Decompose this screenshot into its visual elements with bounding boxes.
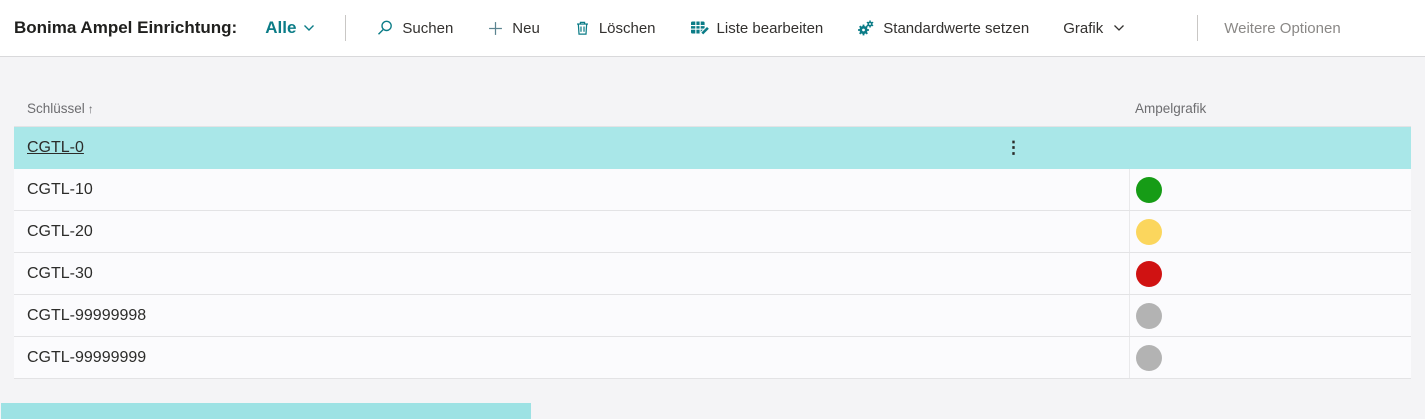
list-area: Schlüssel ↑ Ampelgrafik CGTL-0 ⋮ CGTL-10 … xyxy=(0,57,1425,419)
key-cell[interactable]: CGTL-20 xyxy=(27,222,93,240)
key-cell[interactable]: CGTL-10 xyxy=(27,180,93,198)
ampel-cell xyxy=(1129,253,1411,294)
key-cell-link[interactable]: CGTL-0 xyxy=(27,138,84,156)
table-row[interactable]: CGTL-10 xyxy=(14,169,1411,211)
ampel-cell xyxy=(1129,169,1411,210)
delete-label: Löschen xyxy=(598,19,656,37)
search-icon xyxy=(376,19,394,37)
set-defaults-button[interactable]: Standardwerte setzen xyxy=(857,19,1029,37)
more-options-button[interactable]: Weitere Optionen xyxy=(1224,19,1341,37)
set-defaults-label: Standardwerte setzen xyxy=(883,19,1030,37)
view-filter-dropdown[interactable]: Alle xyxy=(265,18,315,38)
chevron-down-icon xyxy=(1113,24,1125,32)
graph-label: Grafik xyxy=(1063,19,1104,37)
sort-ascending-icon: ↑ xyxy=(87,102,94,116)
key-cell[interactable]: CGTL-99999998 xyxy=(27,306,147,324)
view-filter-label: Alle xyxy=(265,18,297,37)
ampel-cell xyxy=(1129,337,1411,378)
ampel-cell xyxy=(1129,211,1411,252)
graph-menu-button[interactable]: Grafik xyxy=(1063,20,1125,37)
column-header-schluessel[interactable]: Schlüssel ↑ xyxy=(27,101,94,116)
table-row[interactable]: CGTL-99999998 xyxy=(14,295,1411,337)
toolbar-divider xyxy=(1197,15,1199,41)
ampel-dot-gray xyxy=(1136,302,1162,329)
search-button[interactable]: Suchen xyxy=(376,19,453,37)
command-bar: Bonima Ampel Einrichtung: Alle Suchen Ne… xyxy=(0,0,1425,57)
edit-list-button[interactable]: Liste bearbeiten xyxy=(690,19,824,37)
column-header-ampelgrafik[interactable]: Ampelgrafik xyxy=(1135,101,1207,116)
ampel-cell xyxy=(1129,295,1411,336)
edit-list-label: Liste bearbeiten xyxy=(716,19,824,37)
toolbar-divider xyxy=(345,15,347,41)
ampel-cell xyxy=(1129,127,1411,168)
ampel-dot-red xyxy=(1136,260,1162,287)
horizontal-scrollbar-thumb[interactable] xyxy=(1,403,531,419)
search-label: Suchen xyxy=(402,19,454,37)
key-cell[interactable]: CGTL-99999999 xyxy=(27,348,147,366)
new-label: Neu xyxy=(512,19,540,37)
row-context-menu-icon[interactable]: ⋮ xyxy=(1005,137,1022,157)
delete-button[interactable]: Löschen xyxy=(574,19,656,37)
key-cell[interactable]: CGTL-30 xyxy=(27,264,93,282)
trash-icon xyxy=(574,19,591,37)
ampel-dot-green xyxy=(1136,176,1162,203)
chevron-down-icon xyxy=(303,24,315,32)
table-row[interactable]: CGTL-99999999 xyxy=(14,337,1411,379)
edit-list-icon xyxy=(690,19,709,37)
table-row[interactable]: CGTL-20 xyxy=(14,211,1411,253)
table-header-row: Schlüssel ↑ Ampelgrafik xyxy=(14,57,1411,126)
plus-icon xyxy=(487,20,504,37)
new-button[interactable]: Neu xyxy=(487,20,540,37)
page-title: Bonima Ampel Einrichtung: xyxy=(14,18,238,37)
ampel-dot-yellow xyxy=(1136,218,1162,245)
ampel-dot-gray xyxy=(1136,344,1162,371)
table-body: CGTL-0 ⋮ CGTL-10 CGTL-20 CGTL-30 CGTL-99… xyxy=(14,126,1411,379)
table-row[interactable]: CGTL-30 xyxy=(14,253,1411,295)
gears-icon xyxy=(857,19,875,37)
table-row[interactable]: CGTL-0 ⋮ xyxy=(14,127,1411,169)
